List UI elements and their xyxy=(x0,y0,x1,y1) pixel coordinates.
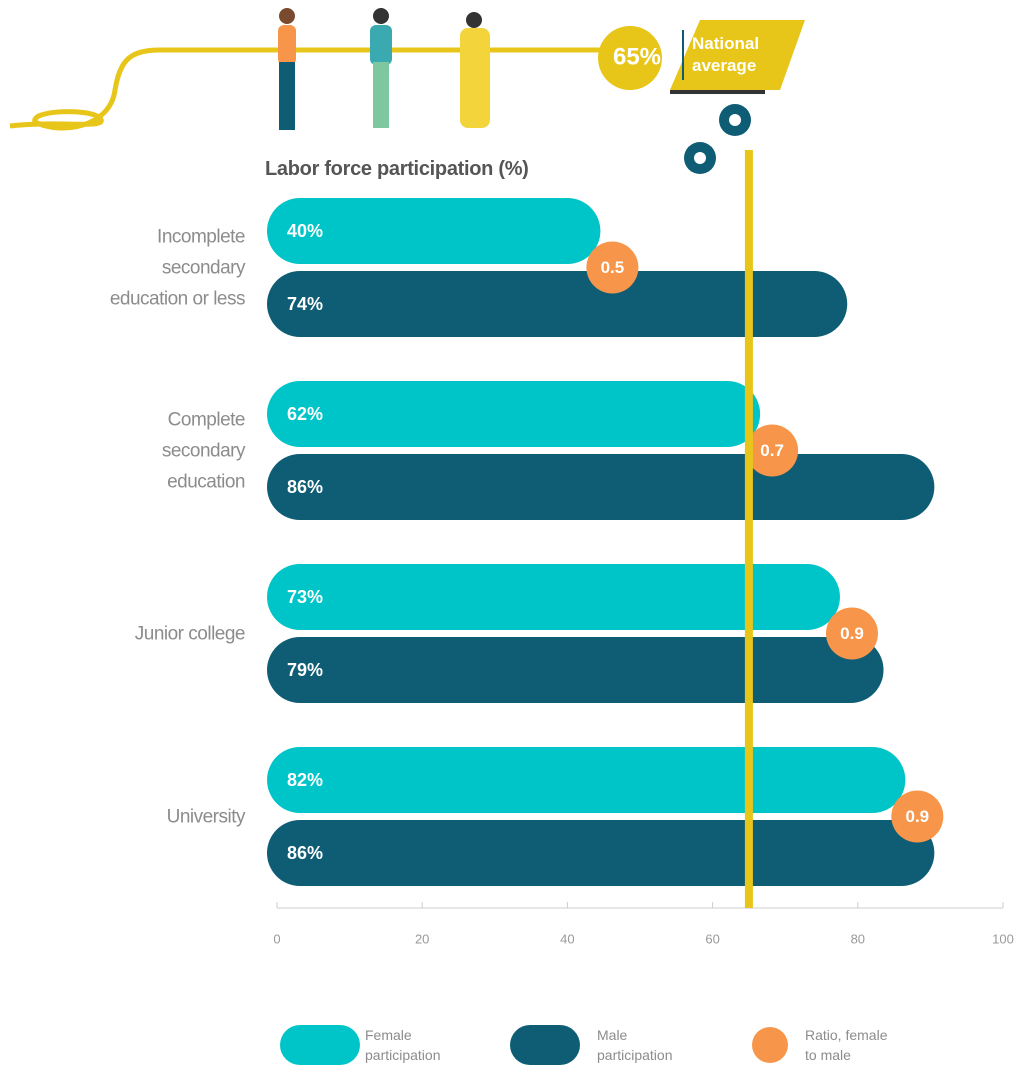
value-label: 82% xyxy=(287,770,323,790)
bar xyxy=(267,747,906,813)
legend-swatch xyxy=(510,1025,580,1065)
legend-swatch xyxy=(280,1025,360,1065)
value-label: 86% xyxy=(287,843,323,863)
legend-label: Female participation xyxy=(365,1027,441,1063)
category-label: Complete secondary education xyxy=(161,409,246,492)
x-tick-label: 20 xyxy=(415,931,429,946)
bar xyxy=(267,454,935,520)
hose xyxy=(9,47,610,131)
cart xyxy=(598,20,805,174)
legend-label: Male participation xyxy=(597,1027,673,1063)
bar xyxy=(267,637,884,703)
ratio-label: 0.7 xyxy=(760,441,784,460)
legend-swatch xyxy=(752,1027,788,1063)
value-label: 73% xyxy=(287,587,323,607)
chart-title: Labor force participation (%) xyxy=(265,158,529,180)
bar xyxy=(267,564,840,630)
ratio-bubble xyxy=(891,790,944,843)
value-label: 79% xyxy=(287,660,323,680)
reference-value: 65% xyxy=(613,43,661,70)
value-label: 40% xyxy=(287,221,323,241)
reference-line xyxy=(744,150,753,908)
x-tick-label: 0 xyxy=(273,931,280,946)
value-label: 62% xyxy=(287,404,323,424)
x-tick-label: 80 xyxy=(851,931,865,946)
category-label: Incomplete secondary education or less xyxy=(109,226,246,309)
reference-text: National average xyxy=(692,34,760,75)
ratio-bubble xyxy=(746,424,799,477)
bar xyxy=(267,198,601,264)
bar xyxy=(267,381,761,447)
ratio-label: 0.9 xyxy=(905,807,929,826)
ratio-bubble xyxy=(825,607,878,660)
x-tick-label: 40 xyxy=(560,931,574,946)
legend-label: Ratio, female to male xyxy=(805,1027,888,1063)
ratio-bubble xyxy=(586,241,639,294)
ratio-label: 0.9 xyxy=(840,624,864,643)
value-label: 86% xyxy=(287,477,323,497)
value-label: 74% xyxy=(287,294,323,314)
figures xyxy=(278,8,490,130)
category-label: University xyxy=(166,806,246,827)
bar xyxy=(267,820,935,886)
ratio-label: 0.5 xyxy=(601,258,625,277)
x-tick-label: 60 xyxy=(705,931,719,946)
bar xyxy=(267,271,848,337)
category-label: Junior college xyxy=(134,623,246,644)
x-tick-label: 100 xyxy=(992,931,1014,946)
